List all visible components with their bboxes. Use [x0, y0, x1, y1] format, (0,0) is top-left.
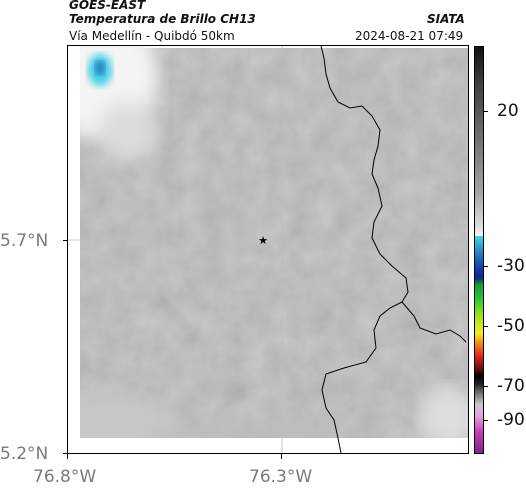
lat-tick-1 [63, 240, 68, 241]
colorbar [474, 46, 484, 454]
product-title: Temperatura de Brillo CH13 [69, 12, 256, 26]
lat-label-2: 5.2°N [0, 444, 49, 464]
map-left-margin [68, 46, 80, 453]
colorbar-tick-m50 [484, 326, 488, 327]
colorbar-label-m70: -70 [497, 376, 525, 396]
star-icon: ★ [258, 234, 268, 247]
boundary-line-main [320, 46, 409, 453]
lat-label-1: 5.7°N [0, 231, 49, 251]
map-bottom-margin [68, 438, 468, 453]
lon-tick-2 [281, 454, 282, 459]
colorbar-tick-20 [484, 111, 488, 112]
colorbar-tick-m30 [484, 266, 488, 267]
org-label: SIATA [427, 12, 465, 26]
colorbar-label-m90: -90 [497, 410, 525, 430]
lon-label-1: 76.8°W [33, 467, 97, 487]
satellite-map[interactable]: ★ [67, 45, 469, 454]
datetime-label: 2024-08-21 07:49 [355, 29, 464, 43]
lon-tick-1 [67, 454, 68, 459]
region-subtitle: Vía Medellín - Quibdó 50km [69, 29, 235, 43]
colorbar-tick-m90 [484, 420, 488, 421]
colorbar-label-m50: -50 [497, 316, 525, 336]
colorbar-label-20: 20 [497, 101, 519, 121]
map-canvas: ★ [68, 46, 468, 453]
lon-label-2: 76.3°W [249, 467, 313, 487]
lat-tick-2 [63, 453, 68, 454]
boundary-line-east [401, 301, 467, 343]
colorbar-label-m30: -30 [497, 256, 525, 276]
colorbar-tick-m70 [484, 386, 488, 387]
cold-cloud-center [95, 61, 105, 75]
source-title: GOES-EAST [69, 0, 146, 12]
